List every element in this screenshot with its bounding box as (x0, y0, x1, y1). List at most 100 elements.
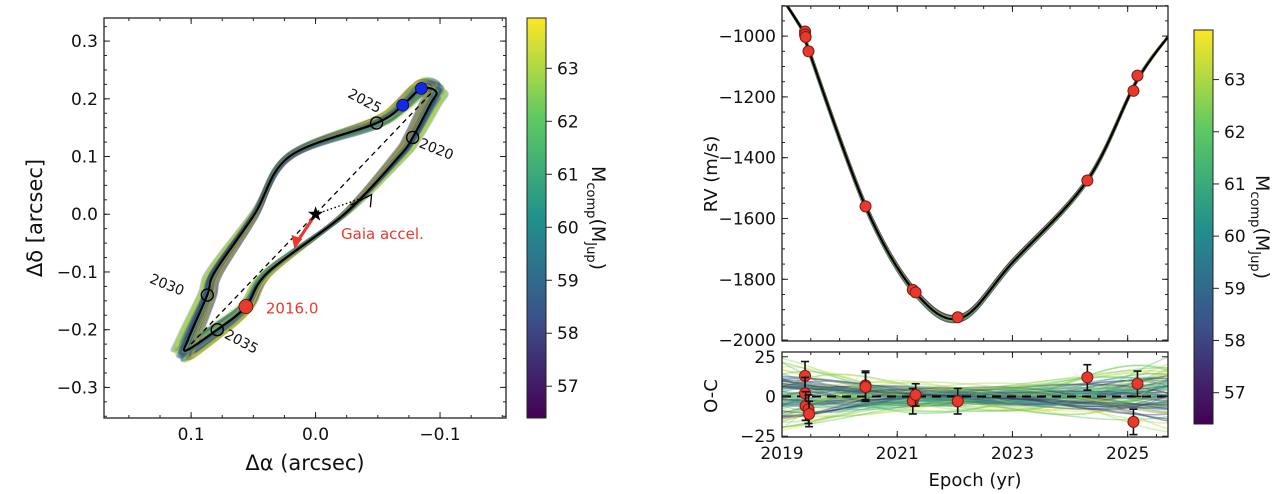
x-tick-label: 2019 (760, 444, 803, 464)
posterior-orbit (184, 82, 437, 357)
posterior-orbit (179, 89, 441, 349)
posterior-residual-curve (782, 390, 1168, 405)
posterior-residual-curve (782, 372, 1168, 418)
epoch-marker (200, 288, 215, 302)
colorbar-tick-label: 60 (1224, 227, 1246, 247)
epoch-2016-point (238, 299, 254, 314)
colorbar-tick-label: 59 (1224, 279, 1246, 299)
posterior-rv-curve (785, 6, 1168, 319)
x-tick-label: 2023 (991, 444, 1034, 464)
posterior-residual-curve (782, 357, 1168, 413)
posterior-residual-curve (782, 386, 1168, 409)
posterior-rv-curve (785, 6, 1168, 322)
posterior-residual-curve (782, 370, 1168, 417)
x-tick-label: −0.1 (419, 425, 460, 445)
posterior-rv-curve (785, 6, 1168, 320)
posterior-residual-curve (782, 381, 1168, 425)
colorbar-label-part: M (587, 166, 609, 182)
posterior-residual-curve (782, 373, 1168, 416)
posterior-orbit (170, 86, 449, 353)
posterior-residual-curve (782, 385, 1168, 402)
posterior-rv-curve (785, 6, 1168, 319)
posterior-orbit (186, 79, 436, 361)
posterior-rv-curve (785, 6, 1168, 320)
posterior-rv-curve (785, 6, 1168, 318)
posterior-residual-curve (782, 392, 1168, 402)
colorbar-tick-label: 60 (557, 218, 579, 238)
posterior-residual-curve (782, 376, 1168, 423)
posterior-residual-curve (782, 374, 1168, 405)
colorbar-label-part: ) (587, 263, 609, 270)
posterior-rv-curve (785, 6, 1168, 322)
posterior-residual-curve (782, 385, 1168, 405)
posterior-residual-curve (782, 361, 1168, 421)
colorbar-tick-label: 62 (557, 112, 579, 132)
posterior-rv-curve (785, 6, 1168, 320)
posterior-residual-curve (782, 375, 1168, 420)
posterior-rv-curve (785, 6, 1168, 319)
residual-point (859, 380, 872, 393)
posterior-residual-curve (782, 382, 1168, 407)
posterior-residual-curve (782, 374, 1168, 429)
y-tick-label: −1400 (718, 149, 776, 169)
posterior-rv-curve (785, 6, 1168, 322)
posterior-rv-curve (785, 6, 1168, 323)
posterior-residual-curve (782, 386, 1168, 405)
posterior-residual-curve (782, 378, 1168, 407)
rv-xlabel: Epoch (yr) (929, 470, 1022, 491)
posterior-residual-curve (782, 377, 1168, 405)
y-tick-label: −1600 (718, 209, 776, 229)
colorbar-right: 57 58 59 60 61 62 63 Mcomp(MJup) (1193, 29, 1273, 425)
posterior-residual-curve (782, 365, 1168, 412)
residual-point (909, 388, 922, 401)
residuals-plot-area (782, 356, 1168, 436)
posterior-rv-curve (785, 6, 1168, 318)
posterior-residual-curve (782, 391, 1168, 414)
posterior-rv-curve (785, 6, 1168, 321)
posterior-residual-curve (782, 379, 1168, 418)
epoch-marker (405, 130, 420, 145)
posterior-orbit (183, 81, 438, 358)
posterior-residual-curve (782, 393, 1168, 410)
posterior-rv-curve (785, 6, 1168, 320)
posterior-orbit (180, 92, 440, 346)
measured-position-point (396, 98, 409, 112)
colorbar-tick-label: 58 (557, 324, 579, 344)
residual-point (803, 407, 816, 420)
rv-ylabel: RV (m/s) (701, 136, 722, 213)
posterior-residual-curve (782, 381, 1168, 406)
posterior-rv-curve (785, 6, 1168, 324)
posterior-residual-curve (782, 378, 1168, 406)
colorbar-label-part: M (1251, 175, 1273, 191)
y-tick-label: 0.3 (71, 32, 98, 52)
posterior-residual-curve (782, 387, 1168, 417)
orbit-axes-frame (103, 17, 507, 419)
residuals-ylabel: O-C (701, 379, 722, 413)
posterior-orbit (182, 80, 439, 359)
orbit-ylabel: Δδ [arcsec] (23, 159, 47, 277)
posterior-rv-curve (785, 6, 1168, 321)
posterior-orbit (180, 88, 440, 350)
posterior-orbit (189, 82, 433, 357)
posterior-residual-curve (782, 393, 1168, 401)
epoch-marker (210, 322, 224, 337)
epoch-label: 2030 (147, 271, 186, 299)
posterior-residual-curve (782, 381, 1168, 433)
posterior-residual-curve (782, 383, 1168, 420)
posterior-residual-curve (782, 375, 1168, 407)
posterior-rv-curve (785, 6, 1168, 321)
posterior-residual-curve (782, 390, 1168, 408)
y-tick-label: 0.0 (71, 205, 98, 225)
posterior-orbit (179, 88, 441, 350)
posterior-residual-curve (782, 385, 1168, 401)
colorbar-left: 57 58 59 60 61 62 63 Mcomp(MJup) (526, 17, 609, 419)
posterior-residual-curve (782, 387, 1168, 414)
posterior-orbit (178, 91, 442, 347)
posterior-residual-curve (782, 364, 1168, 412)
posterior-orbit (176, 80, 445, 359)
posterior-residual-curve (782, 389, 1168, 404)
y-tick-label: −1200 (718, 88, 776, 108)
posterior-orbit (190, 83, 431, 355)
y-tick-label: −2000 (718, 331, 776, 351)
posterior-residual-curve (782, 380, 1168, 409)
